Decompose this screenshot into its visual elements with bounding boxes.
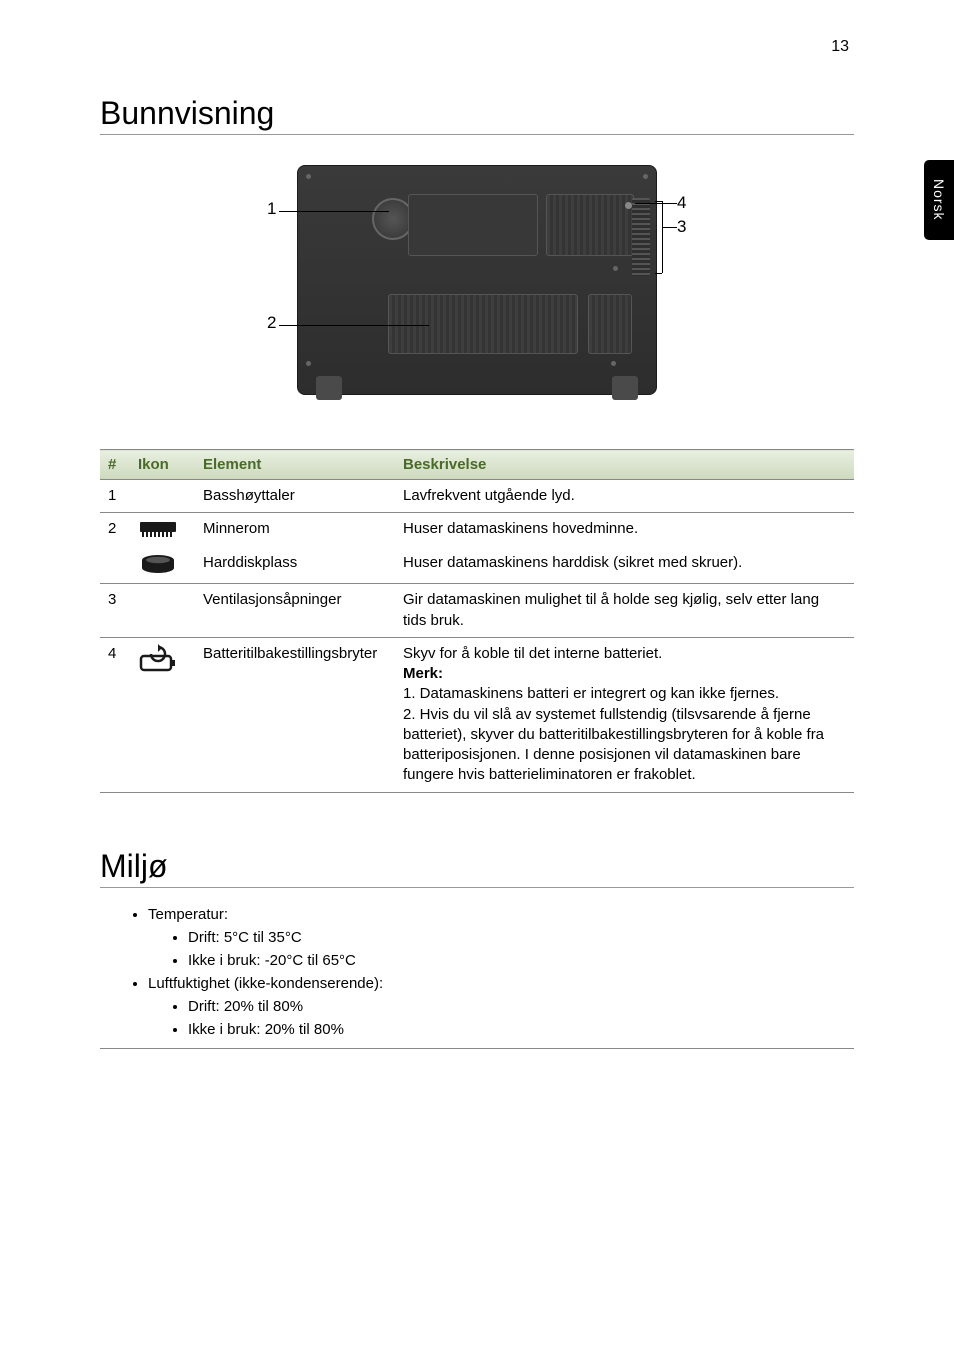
list-item: Drift: 5°C til 35°C xyxy=(188,929,854,946)
cell-num: 3 xyxy=(100,584,130,638)
col-beskrivelse: Beskrivelse xyxy=(395,450,854,480)
cell-icon-empty xyxy=(130,480,195,513)
callout-line xyxy=(655,273,662,274)
laptop-bottom-illustration: 1 2 4 3 xyxy=(217,155,737,415)
laptop-chassis xyxy=(297,165,657,395)
callout-2: 2 xyxy=(267,313,276,333)
table-row: 3 Ventilasjonsåpninger Gir datamaskinen … xyxy=(100,584,854,638)
callout-bracket xyxy=(662,201,663,273)
table-header-row: # Ikon Element Beskrivelse xyxy=(100,450,854,480)
col-element: Element xyxy=(195,450,395,480)
humidity-label: Luftfuktighet (ikke-kondenserende): xyxy=(148,975,383,992)
callout-line xyxy=(279,325,429,326)
hinge-icon xyxy=(612,376,638,400)
environment-list: Temperatur: Drift: 5°C til 35°C Ikke i b… xyxy=(100,906,854,1038)
language-tab: Norsk xyxy=(924,160,954,240)
note-label: Merk: xyxy=(403,665,443,682)
list-item: Luftfuktighet (ikke-kondenserende): Drif… xyxy=(148,975,854,1038)
spec-table: # Ikon Element Beskrivelse 1 Basshøyttal… xyxy=(100,449,854,793)
memory-panel-icon xyxy=(408,194,538,256)
cell-num xyxy=(100,547,130,584)
screw-icon xyxy=(643,174,648,179)
callout-3: 3 xyxy=(677,217,686,237)
screw-icon xyxy=(613,266,618,271)
list-item: Ikke i bruk: -20°C til 65°C xyxy=(188,952,854,969)
page-number: 13 xyxy=(831,38,849,56)
list-item: Ikke i bruk: 20% til 80% xyxy=(188,1021,854,1038)
table-row: 1 Basshøyttaler Lavfrekvent utgående lyd… xyxy=(100,480,854,513)
screw-icon xyxy=(306,361,311,366)
cell-beskrivelse: Lavfrekvent utgående lyd. xyxy=(395,480,854,513)
cell-text: Skyv for å koble til det interne batteri… xyxy=(403,645,662,662)
callout-line xyxy=(279,211,389,212)
col-num: # xyxy=(100,450,130,480)
battery-reset-icon xyxy=(130,637,195,792)
cell-beskrivelse: Gir datamaskinen mulighet til å holde se… xyxy=(395,584,854,638)
list-item: Temperatur: Drift: 5°C til 35°C Ikke i b… xyxy=(148,906,854,969)
hdd-panel-icon xyxy=(546,194,634,256)
hinge-icon xyxy=(316,376,342,400)
cell-element: Batteritilbakestillingsbryter xyxy=(195,637,395,792)
col-icon: Ikon xyxy=(130,450,195,480)
table-row: Harddiskplass Huser datamaskinens harddi… xyxy=(100,547,854,584)
callout-1: 1 xyxy=(267,199,276,219)
section-heading-miljo: Miljø xyxy=(100,848,854,888)
cell-beskrivelse: Huser datamaskinens hovedminne. xyxy=(395,513,854,548)
cell-element: Ventilasjonsåpninger xyxy=(195,584,395,638)
cell-beskrivelse: Skyv for å koble til det interne batteri… xyxy=(395,637,854,792)
cell-element: Minnerom xyxy=(195,513,395,548)
callout-line xyxy=(662,227,677,228)
reset-dot-icon xyxy=(625,202,632,209)
screw-icon xyxy=(306,174,311,179)
document-page: 13 Norsk Bunnvisning 1 xyxy=(0,0,954,1089)
temp-label: Temperatur: xyxy=(148,906,228,923)
bottom-panel-icon xyxy=(388,294,578,354)
cell-element: Basshøyttaler xyxy=(195,480,395,513)
callout-line xyxy=(655,201,662,202)
table-row: 2 Minnerom Huser datamaskinens hovedminn… xyxy=(100,513,854,548)
note-body: 1. Datamaskinens batteri er integrert og… xyxy=(403,685,824,783)
screw-icon xyxy=(611,361,616,366)
section-heading-bunnvisning: Bunnvisning xyxy=(100,95,854,135)
horizontal-rule xyxy=(100,1048,854,1049)
speaker-grille-icon xyxy=(588,294,632,354)
memory-icon xyxy=(130,513,195,548)
callout-line xyxy=(635,203,677,204)
vent-slots-icon xyxy=(632,198,650,276)
callout-4: 4 xyxy=(677,193,686,213)
cell-num: 1 xyxy=(100,480,130,513)
table-row: 4 Batteritilbakestillingsbryter Skyv for… xyxy=(100,637,854,792)
figure-bottom-view: 1 2 4 3 xyxy=(100,155,854,419)
cell-beskrivelse: Huser datamaskinens harddisk (sikret med… xyxy=(395,547,854,584)
language-tab-label: Norsk xyxy=(931,179,947,221)
hdd-icon xyxy=(130,547,195,584)
cell-num: 2 xyxy=(100,513,130,548)
list-item: Drift: 20% til 80% xyxy=(188,998,854,1015)
cell-element: Harddiskplass xyxy=(195,547,395,584)
cell-icon-empty xyxy=(130,584,195,638)
cell-num: 4 xyxy=(100,637,130,792)
